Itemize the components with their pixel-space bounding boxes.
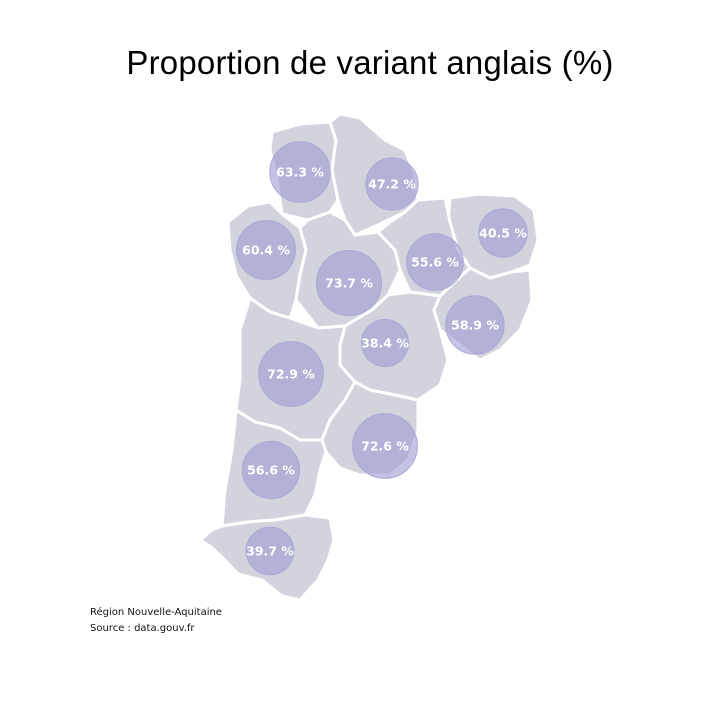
value-bubble (241, 440, 301, 500)
bubble-value-label: 63.3 % (276, 165, 324, 180)
value-bubble (352, 413, 418, 479)
bubble-value-label: 60.4 % (242, 243, 290, 258)
bubble-value-label: 73.7 % (325, 276, 373, 291)
value-bubble (258, 341, 324, 407)
value-bubble (365, 157, 419, 211)
value-bubble (269, 141, 331, 203)
value-bubble (361, 319, 409, 367)
value-bubble (445, 295, 505, 355)
value-bubble (236, 220, 296, 280)
bubble-value-label: 56.6 % (247, 463, 295, 478)
bubble-value-label: 39.7 % (246, 544, 294, 559)
bubble-value-label: 72.6 % (361, 439, 409, 454)
map-title: Proportion de variant anglais (%) (126, 44, 614, 81)
bubble-value-label: 72.9 % (267, 367, 315, 382)
bubble-layer: 63.3 % 47.2 % 40.5 % 60.4 % 73.7 % 55.6 % 58.9… (236, 141, 528, 576)
bubble-value-label: 55.6 % (411, 255, 459, 270)
value-bubble (406, 233, 464, 291)
source-caption: Source : data.gouv.fr (90, 623, 195, 634)
bubble-value-label: 38.4 % (361, 336, 409, 351)
value-bubble (478, 208, 528, 258)
region-caption: Région Nouvelle-Aquitaine (90, 607, 222, 618)
bubble-value-label: 58.9 % (451, 318, 499, 333)
value-bubble (245, 526, 295, 576)
bubble-value-label: 47.2 % (368, 177, 416, 192)
bubble-value-label: 40.5 % (479, 226, 527, 241)
value-bubble (315, 249, 383, 317)
